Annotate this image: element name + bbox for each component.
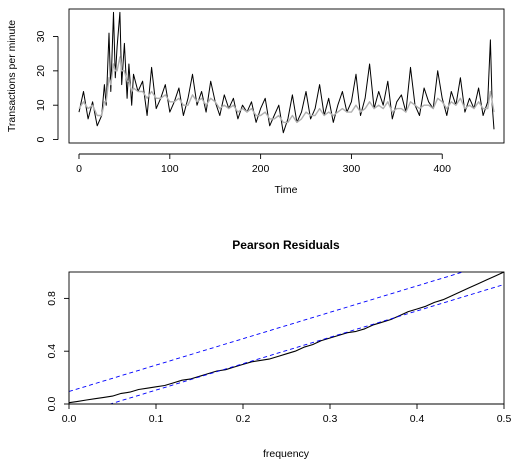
x-tick-label: 400 xyxy=(433,163,451,175)
x-tick-label: 0.5 xyxy=(497,413,512,425)
x-tick-label: 100 xyxy=(161,163,179,175)
cumulative-periodogram-panel: Pearson Residuals 0.0 0.1 0.2 0.3 0.4 0.5 0.0… xyxy=(46,238,511,460)
series-line-2 xyxy=(108,284,504,404)
series-line-0 xyxy=(68,271,505,404)
time-series-panel: 0 100 200 300 400 0 10 20 30 Time Transactions … xyxy=(6,8,505,196)
y-tick-label: 0.0 xyxy=(46,397,58,412)
series-line-1 xyxy=(69,272,465,392)
series-layer xyxy=(78,11,495,134)
x-ticks: 0 100 200 300 400 xyxy=(76,154,451,175)
y-axis-label: Transactions per minute xyxy=(6,20,18,132)
x-tick-label: 0.2 xyxy=(236,413,251,425)
chart-title: Pearson Residuals xyxy=(232,238,340,252)
x-tick-label: 300 xyxy=(343,163,361,175)
y-ticks: 0.0 0.4 0.8 xyxy=(46,291,69,411)
series-line-0 xyxy=(78,11,495,134)
x-axis-label: frequency xyxy=(263,448,310,460)
x-tick-label: 0.4 xyxy=(410,413,425,425)
series-layer xyxy=(68,271,505,404)
y-tick-label: 0.4 xyxy=(46,344,58,359)
x-ticks: 0.0 0.1 0.2 0.3 0.4 0.5 xyxy=(62,404,512,425)
x-axis-label: Time xyxy=(275,184,298,196)
y-ticks: 0 10 20 30 xyxy=(35,30,58,142)
y-tick-label: 0.8 xyxy=(46,291,58,306)
y-tick-label: 30 xyxy=(35,30,47,42)
series-line-1 xyxy=(78,56,495,124)
y-tick-label: 0 xyxy=(35,136,47,142)
x-tick-label: 0.1 xyxy=(149,413,164,425)
x-tick-label: 200 xyxy=(252,163,270,175)
x-tick-label: 0.3 xyxy=(323,413,338,425)
y-tick-label: 20 xyxy=(35,65,47,77)
plot-frame xyxy=(68,271,505,405)
x-tick-label: 0 xyxy=(76,163,82,175)
y-tick-label: 10 xyxy=(35,99,47,111)
plot-frame xyxy=(68,8,505,144)
x-tick-label: 0.0 xyxy=(62,413,77,425)
